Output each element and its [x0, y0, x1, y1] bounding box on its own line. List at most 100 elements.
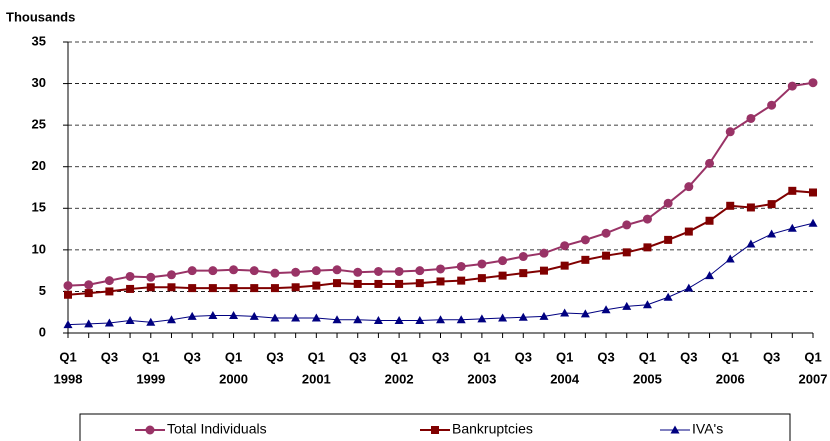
- x-tick-label: Q3: [101, 349, 118, 364]
- marker: [725, 127, 735, 137]
- x-year-label: 2006: [716, 371, 745, 386]
- marker: [187, 266, 197, 276]
- marker: [250, 284, 259, 293]
- marker: [415, 266, 425, 276]
- series-line: [67, 81, 814, 287]
- x-tick-label: Q3: [680, 349, 697, 364]
- x-tick-label: Q3: [349, 349, 366, 364]
- x-tick-label: Q1: [473, 349, 490, 364]
- marker: [664, 235, 673, 244]
- x-tick-label: Q1: [390, 349, 407, 364]
- marker: [746, 113, 756, 123]
- y-tick-label: 20: [32, 158, 46, 173]
- x-tick-label: Q1: [804, 349, 821, 364]
- marker: [663, 292, 673, 301]
- marker: [560, 261, 569, 270]
- marker: [394, 316, 404, 325]
- marker: [229, 265, 239, 275]
- x-year-label: 2005: [633, 371, 662, 386]
- marker: [560, 241, 570, 251]
- marker: [146, 272, 156, 282]
- x-tick-label: Q3: [183, 349, 200, 364]
- marker: [436, 264, 445, 274]
- marker: [146, 283, 155, 292]
- marker: [663, 198, 673, 208]
- marker: [705, 271, 715, 280]
- marker: [519, 269, 528, 278]
- marker: [787, 223, 797, 232]
- marker: [601, 228, 611, 238]
- marker: [684, 182, 694, 192]
- marker: [229, 311, 239, 320]
- x-year-label: 2002: [385, 371, 414, 386]
- marker: [84, 280, 94, 290]
- marker: [456, 315, 466, 324]
- marker: [580, 235, 590, 245]
- marker: [333, 279, 342, 288]
- marker: [518, 312, 528, 321]
- marker: [436, 315, 445, 324]
- x-year-label: 1999: [136, 371, 165, 386]
- marker: [145, 425, 155, 435]
- y-tick-label: 0: [39, 324, 46, 339]
- marker: [456, 261, 466, 271]
- x-tick-label: Q1: [225, 349, 242, 364]
- marker: [415, 279, 424, 288]
- marker: [291, 283, 300, 292]
- marker: [208, 311, 218, 320]
- marker: [477, 259, 487, 269]
- marker: [684, 227, 693, 236]
- marker: [373, 266, 383, 276]
- marker: [84, 319, 94, 328]
- marker: [84, 289, 93, 298]
- x-year-label: 2004: [550, 371, 580, 386]
- y-tick-label: 35: [32, 33, 46, 48]
- marker: [270, 284, 279, 293]
- x-year-label: 2003: [467, 371, 496, 386]
- marker: [767, 100, 777, 110]
- marker: [642, 300, 652, 309]
- marker: [395, 279, 404, 288]
- marker: [622, 220, 632, 230]
- marker: [146, 317, 156, 326]
- marker: [332, 315, 342, 324]
- y-tick-label: 30: [32, 75, 46, 90]
- marker: [126, 284, 135, 293]
- x-tick-label: Q1: [722, 349, 739, 364]
- marker: [457, 276, 466, 285]
- marker: [249, 266, 259, 276]
- marker: [539, 311, 549, 320]
- marker: [105, 287, 114, 296]
- marker: [125, 316, 135, 325]
- marker: [581, 255, 590, 264]
- marker: [787, 81, 797, 91]
- legend-label: IVA's: [692, 421, 723, 437]
- marker: [808, 78, 818, 88]
- marker: [746, 203, 755, 212]
- marker: [249, 311, 259, 320]
- marker: [498, 256, 508, 266]
- marker: [498, 271, 507, 280]
- marker: [63, 320, 73, 329]
- marker: [104, 318, 114, 327]
- marker: [767, 229, 777, 238]
- x-tick-label: Q3: [763, 349, 780, 364]
- y-tick-label: 15: [32, 200, 46, 215]
- marker: [498, 313, 508, 322]
- marker: [705, 158, 715, 168]
- marker: [311, 266, 321, 276]
- marker: [560, 308, 570, 317]
- y-tick-label: 10: [32, 241, 46, 256]
- marker: [374, 279, 383, 288]
- y-axis-label: Thousands: [6, 9, 75, 24]
- x-tick-label: Q1: [308, 349, 325, 364]
- marker: [436, 277, 445, 286]
- marker: [539, 248, 549, 258]
- marker: [208, 266, 218, 276]
- marker: [353, 267, 363, 277]
- marker: [312, 281, 321, 290]
- legend-label: Total Individuals: [167, 421, 267, 437]
- marker: [602, 251, 611, 260]
- marker: [415, 316, 425, 325]
- x-tick-label: Q3: [515, 349, 532, 364]
